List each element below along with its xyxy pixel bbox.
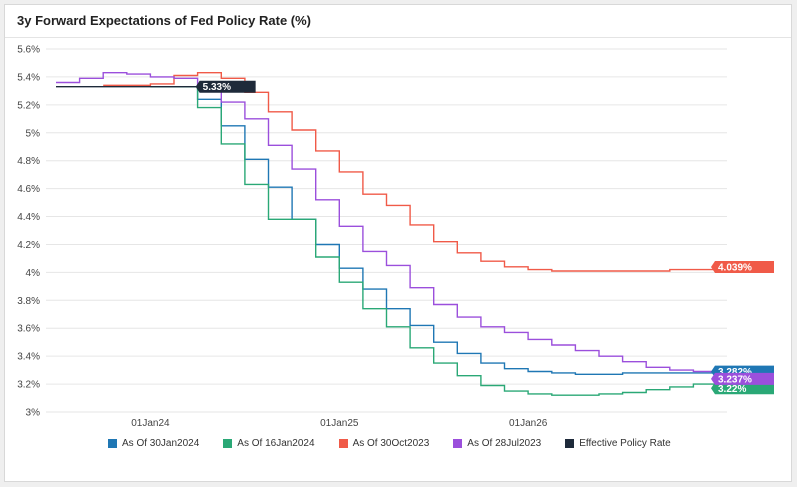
- y-tick-label: 3.6%: [17, 324, 40, 335]
- y-tick-label: 3.8%: [17, 296, 40, 307]
- legend-swatch: [565, 439, 575, 448]
- y-tick-label: 3.2%: [17, 380, 40, 391]
- y-tick-label: 4.6%: [17, 184, 40, 195]
- x-tick-label: 01Jan25: [320, 418, 359, 429]
- y-tick-label: 3.4%: [17, 352, 40, 363]
- y-tick-label: 5.6%: [17, 45, 40, 56]
- legend-label: Effective Policy Rate: [579, 438, 671, 449]
- title-divider: [5, 37, 791, 38]
- x-tick-label: 01Jan26: [509, 418, 548, 429]
- legend-item[interactable]: As Of 30Jan2024: [108, 438, 199, 449]
- end-label-bg-4: [195, 80, 256, 93]
- end-label-bg-2: [711, 260, 774, 273]
- legend-swatch: [453, 439, 463, 448]
- end-label-1: 3.22%: [718, 384, 746, 395]
- chart-card: 3y Forward Expectations of Fed Policy Ra…: [4, 4, 792, 482]
- legend-label: As Of 28Jul2023: [467, 438, 542, 449]
- y-tick-label: 5.4%: [17, 72, 40, 83]
- legend-item[interactable]: As Of 16Jan2024: [223, 438, 315, 449]
- y-tick-label: 4.4%: [17, 212, 40, 223]
- legend-item[interactable]: As Of 28Jul2023: [453, 438, 541, 449]
- legend-item[interactable]: Effective Policy Rate: [565, 438, 671, 449]
- legend-item[interactable]: As Of 30Oct2023: [338, 438, 430, 449]
- series-line-2: [103, 72, 765, 272]
- series-line-0: [150, 86, 741, 375]
- legend-swatch: [108, 439, 117, 448]
- series-line-1: [150, 86, 741, 396]
- y-tick-label: 5.2%: [17, 100, 40, 111]
- legend-label: As Of 30Oct2023: [352, 438, 430, 449]
- legend-swatch: [338, 439, 348, 448]
- chart-title: 3y Forward Expectations of Fed Policy Ra…: [17, 13, 312, 28]
- y-tick-label: 4%: [26, 268, 41, 279]
- y-tick-label: 4.8%: [17, 156, 40, 167]
- end-label-4: 5.33%: [203, 82, 231, 93]
- y-tick-label: 5%: [26, 128, 41, 139]
- end-label-2: 4.039%: [718, 262, 752, 273]
- end-label-0: 3.282%: [718, 367, 752, 378]
- y-tick-label: 3%: [26, 408, 41, 419]
- x-tick-label: 01Jan24: [131, 418, 170, 429]
- legend-label: As Of 16Jan2024: [237, 438, 315, 449]
- legend-swatch: [223, 439, 233, 448]
- end-label-bg-3: [711, 372, 774, 385]
- series-line-3: [56, 72, 765, 380]
- y-tick-label: 4.2%: [17, 240, 40, 251]
- end-label-bg-1: [711, 382, 774, 395]
- end-label-3: 3.237%: [718, 374, 752, 385]
- chart-legend: As Of 30Jan2024 As Of 16Jan2024 As Of 30Oc…: [108, 438, 695, 449]
- legend-label: As Of 30Jan2024: [122, 438, 200, 449]
